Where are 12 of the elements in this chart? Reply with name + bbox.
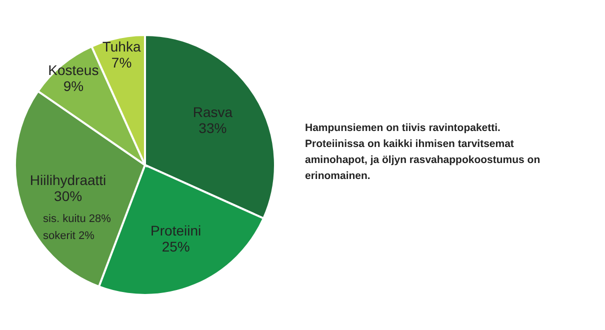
slice-label: Tuhka — [102, 38, 141, 55]
slice-label: Rasva — [192, 104, 233, 120]
data-label: 9% — [63, 78, 84, 94]
slice-label: Proteiini — [150, 222, 202, 238]
data-label: 7% — [111, 54, 132, 71]
slice-label: Hiilihydraatti — [30, 172, 106, 188]
text: sokerit 2% — [43, 230, 94, 242]
data-label: 30% — [54, 188, 82, 204]
data-label: 25% — [162, 238, 190, 254]
text: Hampunsiemen on tiivis ravintopaketti. Proteiinissa on kaikki ihmisen tarvitsemat aminohapot, ja öljyn rasvahappokoostumus on erinomainen. — [305, 122, 540, 182]
text: sis. kuitu 28% — [43, 212, 111, 225]
data-label: 33% — [198, 120, 227, 136]
